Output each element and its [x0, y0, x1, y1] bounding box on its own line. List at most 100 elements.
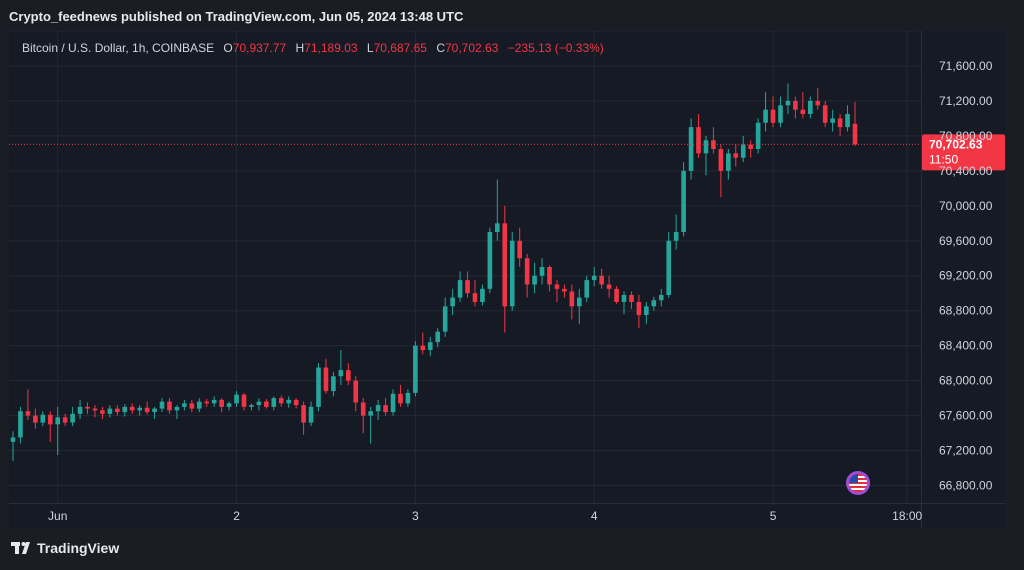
candle[interactable]	[554, 280, 560, 302]
candle[interactable]	[159, 398, 165, 413]
candle[interactable]	[614, 286, 619, 304]
candle[interactable]	[651, 296, 657, 311]
candle[interactable]	[10, 431, 16, 462]
candle[interactable]	[562, 284, 567, 298]
candle[interactable]	[621, 291, 627, 315]
candle[interactable]	[480, 284, 485, 306]
candle[interactable]	[18, 406, 23, 444]
candle[interactable]	[316, 363, 321, 412]
candle[interactable]	[822, 100, 828, 128]
candle[interactable]	[144, 401, 150, 415]
candle[interactable]	[256, 398, 262, 411]
candle[interactable]	[152, 406, 157, 420]
us-flag-icon[interactable]	[846, 471, 870, 495]
candle[interactable]	[398, 385, 403, 407]
footer-brand[interactable]: TradingView	[11, 540, 119, 556]
candle[interactable]	[726, 149, 731, 180]
candle[interactable]	[770, 96, 776, 128]
candle[interactable]	[129, 403, 135, 414]
candle[interactable]	[606, 275, 612, 298]
candle[interactable]	[793, 96, 798, 119]
candle[interactable]	[800, 92, 806, 119]
candle[interactable]	[122, 404, 128, 417]
candle[interactable]	[532, 262, 537, 294]
candle[interactable]	[390, 389, 396, 416]
candle[interactable]	[740, 135, 746, 163]
candle[interactable]	[636, 294, 642, 329]
candle[interactable]	[457, 271, 463, 302]
candle[interactable]	[40, 411, 46, 427]
candle[interactable]	[435, 328, 441, 348]
candle[interactable]	[785, 83, 791, 115]
candle[interactable]	[509, 232, 515, 311]
candle[interactable]	[696, 114, 701, 158]
candle[interactable]	[703, 135, 709, 176]
candle[interactable]	[576, 288, 582, 324]
candle[interactable]	[278, 395, 284, 407]
candle[interactable]	[293, 398, 299, 409]
candle[interactable]	[807, 96, 813, 119]
candle[interactable]	[524, 253, 530, 298]
candle[interactable]	[658, 288, 664, 307]
candle[interactable]	[830, 109, 835, 132]
candle[interactable]	[25, 389, 31, 420]
candle[interactable]	[644, 301, 649, 324]
candle[interactable]	[517, 227, 523, 267]
candle[interactable]	[413, 341, 418, 397]
candle[interactable]	[70, 406, 75, 427]
candle[interactable]	[718, 144, 724, 198]
candle[interactable]	[837, 114, 843, 136]
candle[interactable]	[286, 396, 292, 408]
candle[interactable]	[852, 101, 858, 146]
candle[interactable]	[189, 399, 195, 413]
candle[interactable]	[502, 205, 508, 333]
candle[interactable]	[420, 332, 426, 355]
candle[interactable]	[241, 392, 247, 411]
candle[interactable]	[360, 398, 366, 434]
candle[interactable]	[629, 291, 634, 309]
candle[interactable]	[234, 391, 239, 407]
candle[interactable]	[368, 406, 373, 444]
candle[interactable]	[47, 411, 53, 442]
candle[interactable]	[539, 258, 545, 285]
candle[interactable]	[383, 398, 388, 416]
candle[interactable]	[345, 363, 351, 385]
candle[interactable]	[323, 358, 329, 394]
candle[interactable]	[174, 405, 180, 420]
candle[interactable]	[688, 118, 694, 180]
candle[interactable]	[77, 399, 83, 420]
candle[interactable]	[249, 403, 254, 411]
candle[interactable]	[778, 96, 783, 128]
candle[interactable]	[226, 401, 232, 411]
candle[interactable]	[666, 232, 672, 298]
candle[interactable]	[92, 405, 98, 418]
candle[interactable]	[331, 371, 336, 397]
candle[interactable]	[55, 406, 61, 455]
candle[interactable]	[845, 105, 850, 132]
candle[interactable]	[815, 87, 821, 110]
candle[interactable]	[681, 162, 686, 237]
candle[interactable]	[115, 405, 120, 416]
candle[interactable]	[591, 267, 597, 287]
candle[interactable]	[182, 399, 187, 411]
candle[interactable]	[748, 140, 753, 158]
candle[interactable]	[62, 413, 68, 427]
candle[interactable]	[584, 275, 590, 302]
candle[interactable]	[733, 144, 739, 167]
candle[interactable]	[755, 118, 761, 154]
candle[interactable]	[100, 406, 105, 420]
candle[interactable]	[711, 127, 716, 154]
candle[interactable]	[271, 396, 277, 411]
candle[interactable]	[442, 297, 448, 337]
candle[interactable]	[472, 280, 478, 307]
candle[interactable]	[204, 398, 210, 407]
candle[interactable]	[264, 398, 269, 409]
candle[interactable]	[450, 288, 455, 316]
candle[interactable]	[338, 350, 344, 385]
candle[interactable]	[569, 284, 575, 320]
candle[interactable]	[673, 214, 679, 250]
candle[interactable]	[211, 396, 217, 407]
candle[interactable]	[33, 408, 38, 429]
candle[interactable]	[495, 179, 500, 241]
